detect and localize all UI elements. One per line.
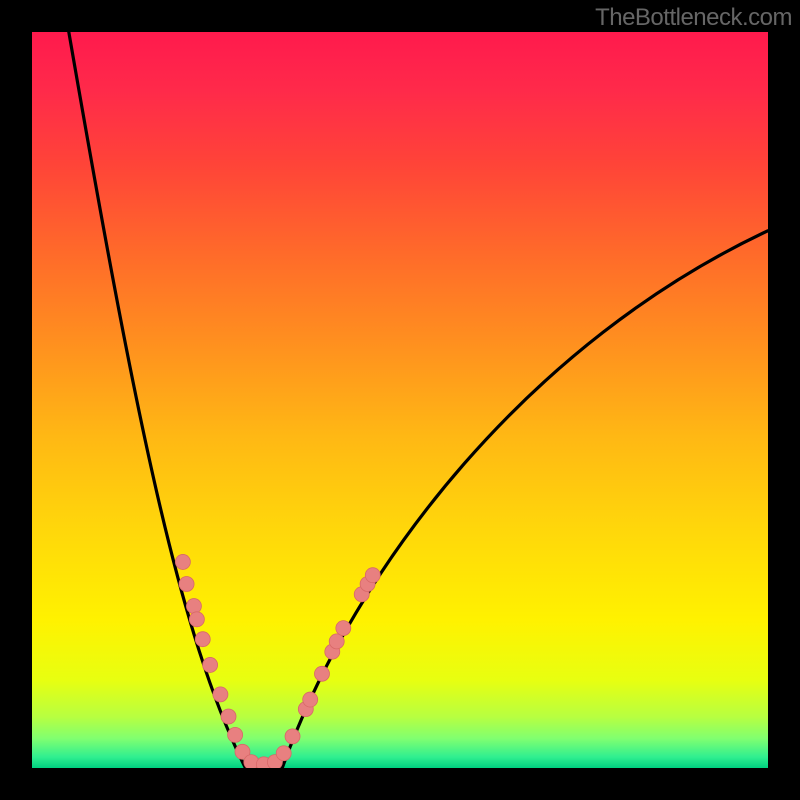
watermark-text: TheBottleneck.com bbox=[595, 4, 792, 32]
data-point bbox=[329, 634, 344, 649]
data-point bbox=[336, 621, 351, 636]
data-point bbox=[179, 577, 194, 592]
data-point bbox=[175, 554, 190, 569]
data-point bbox=[276, 746, 291, 761]
chart-container: { "chart": { "type": "line", "width": 80… bbox=[0, 0, 800, 800]
bottleneck-chart bbox=[0, 0, 800, 800]
data-point bbox=[303, 692, 318, 707]
data-point bbox=[228, 727, 243, 742]
data-point bbox=[213, 687, 228, 702]
data-point bbox=[186, 599, 201, 614]
data-point bbox=[314, 666, 329, 681]
data-point bbox=[203, 657, 218, 672]
data-point bbox=[285, 729, 300, 744]
gradient-background bbox=[32, 32, 768, 768]
data-point bbox=[221, 709, 236, 724]
data-point bbox=[195, 632, 210, 647]
data-point bbox=[365, 568, 380, 583]
data-point bbox=[189, 612, 204, 627]
